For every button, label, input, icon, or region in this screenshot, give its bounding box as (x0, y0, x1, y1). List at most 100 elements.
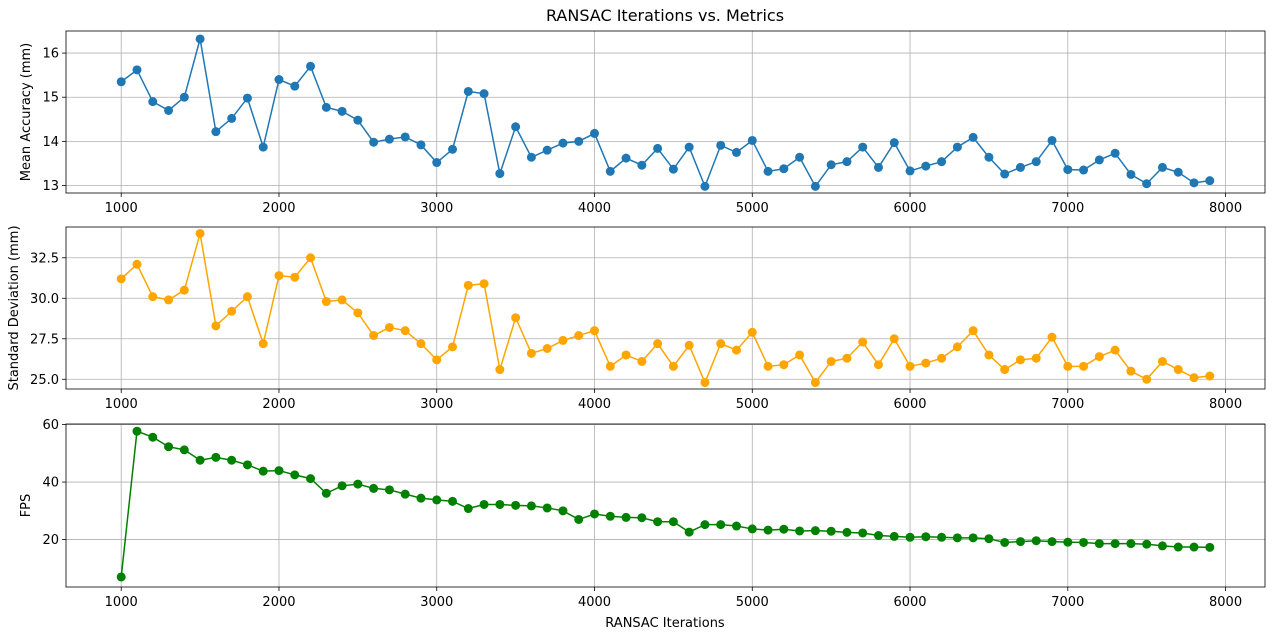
data-point (511, 313, 521, 323)
data-point (306, 61, 316, 71)
data-point (416, 339, 426, 349)
data-point (621, 350, 631, 360)
data-point (731, 147, 741, 157)
data-point (432, 158, 442, 168)
data-point (195, 455, 205, 465)
data-point (668, 164, 678, 174)
data-point (905, 361, 915, 371)
series-line (120, 38, 1210, 189)
data-point (353, 115, 363, 125)
data-point (132, 65, 142, 75)
data-point (384, 485, 394, 495)
y-tick-label: 20 (42, 533, 59, 548)
data-point (1015, 355, 1025, 365)
data-point (984, 152, 994, 162)
x-tick-label: 7000 (1051, 397, 1084, 412)
data-point (889, 531, 899, 541)
data-point (590, 326, 600, 336)
data-point (242, 93, 252, 103)
data-point (590, 509, 600, 519)
x-tick-label: 8000 (1209, 201, 1242, 216)
data-point (290, 470, 300, 480)
series-line (120, 233, 1210, 385)
data-point (1110, 345, 1120, 355)
data-point (747, 135, 757, 145)
subplot-3: 1000 2000 3000 4000 5000 6000 7000 8000 20 40 60 FP… (19, 418, 1266, 610)
data-point (1110, 539, 1120, 549)
data-point (227, 306, 237, 316)
chart-title: RANSAC Iterations vs. Metrics (546, 6, 784, 25)
data-point (148, 97, 158, 107)
data-point (1000, 365, 1010, 375)
x-tick-label: 6000 (893, 397, 926, 412)
data-point (558, 138, 568, 148)
data-point (905, 166, 915, 176)
x-tick-label: 5000 (736, 201, 769, 216)
data-point (637, 160, 647, 170)
data-point (242, 460, 252, 470)
data-point (937, 532, 947, 542)
x-axis-label: RANSAC Iterations (605, 616, 725, 631)
data-point (637, 356, 647, 366)
data-point (747, 524, 757, 534)
data-point (1189, 373, 1199, 383)
data-point (132, 259, 142, 269)
data-point (384, 134, 394, 144)
data-point (921, 532, 931, 542)
data-point (668, 517, 678, 527)
data-point (700, 520, 710, 530)
data-point (637, 513, 647, 523)
data-point (873, 531, 883, 541)
data-point (258, 339, 268, 349)
data-point (984, 534, 994, 544)
data-point (258, 466, 268, 476)
data-point (826, 160, 836, 170)
data-point (337, 106, 347, 116)
data-point (179, 285, 189, 295)
data-point (558, 506, 568, 516)
data-point (842, 353, 852, 363)
x-tick-label: 8000 (1209, 397, 1242, 412)
data-point (195, 228, 205, 238)
data-point (1205, 371, 1215, 381)
data-point (495, 499, 505, 509)
x-tick-label: 8000 (1209, 595, 1242, 610)
data-point (1031, 536, 1041, 546)
data-point (1063, 361, 1073, 371)
data-point (858, 142, 868, 152)
data-point (242, 292, 252, 302)
data-point (116, 572, 126, 582)
x-tick-label: 5000 (736, 397, 769, 412)
data-point (448, 144, 458, 154)
data-point (164, 295, 174, 305)
data-point (968, 533, 978, 543)
data-point (1047, 537, 1057, 547)
data-point (858, 337, 868, 347)
data-point (542, 344, 552, 353)
data-point (369, 483, 379, 493)
x-tick-label: 6000 (893, 201, 926, 216)
data-point (369, 331, 379, 341)
data-point (937, 157, 947, 167)
y-axis-label: FPS (19, 494, 34, 518)
data-point (574, 514, 584, 524)
data-point (716, 520, 726, 530)
data-point (432, 355, 442, 365)
data-point (495, 169, 505, 179)
data-point (700, 181, 710, 191)
data-point (1079, 165, 1089, 175)
data-point (448, 342, 458, 352)
plot-frame (65, 423, 1266, 588)
data-point (558, 335, 568, 345)
y-tick-label: 30.0 (30, 292, 59, 307)
y-tick-label: 40 (42, 476, 59, 491)
data-point (511, 500, 521, 510)
data-point (321, 102, 331, 112)
data-point (148, 432, 158, 442)
data-point (684, 340, 694, 350)
data-point (590, 128, 600, 138)
y-tick-label: 16 (42, 47, 59, 62)
data-point (763, 361, 773, 371)
data-point (211, 127, 221, 137)
data-point (432, 495, 442, 505)
